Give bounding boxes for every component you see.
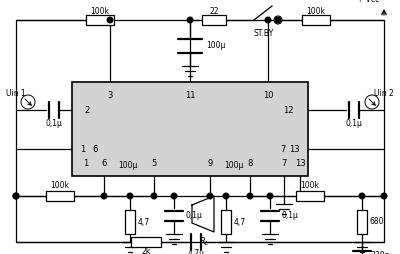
Text: 7: 7 bbox=[281, 145, 286, 154]
Text: 9: 9 bbox=[207, 160, 213, 168]
Text: ST.BY: ST.BY bbox=[254, 28, 274, 38]
Text: 10: 10 bbox=[263, 91, 273, 101]
Bar bbox=[72, 82, 308, 176]
Text: 0,1µ: 0,1µ bbox=[186, 212, 203, 220]
Text: 0,1µ: 0,1µ bbox=[282, 212, 299, 220]
Text: 7: 7 bbox=[281, 160, 287, 168]
Text: 6: 6 bbox=[92, 145, 97, 154]
Text: 4,7µ: 4,7µ bbox=[188, 249, 204, 254]
Circle shape bbox=[207, 193, 213, 199]
Circle shape bbox=[381, 193, 387, 199]
Text: 100k: 100k bbox=[300, 182, 320, 190]
Bar bbox=[202, 15, 226, 25]
Text: 1: 1 bbox=[80, 145, 85, 154]
Text: 100µ: 100µ bbox=[224, 162, 243, 170]
Text: 100k: 100k bbox=[50, 182, 70, 190]
Bar bbox=[357, 210, 367, 234]
Text: $R_L$: $R_L$ bbox=[199, 236, 209, 248]
Bar bbox=[46, 191, 74, 201]
Circle shape bbox=[13, 193, 19, 199]
Text: Uin 1: Uin 1 bbox=[6, 89, 26, 99]
Circle shape bbox=[275, 17, 281, 23]
Text: 3: 3 bbox=[107, 91, 113, 101]
Circle shape bbox=[274, 16, 282, 24]
Bar bbox=[296, 191, 324, 201]
Text: + Vcc: + Vcc bbox=[357, 0, 379, 5]
Text: 8: 8 bbox=[247, 160, 253, 168]
Circle shape bbox=[101, 193, 107, 199]
Circle shape bbox=[247, 193, 253, 199]
Text: 100k: 100k bbox=[306, 7, 326, 15]
Circle shape bbox=[127, 193, 133, 199]
Text: 12: 12 bbox=[284, 106, 294, 115]
Bar bbox=[302, 15, 330, 25]
Circle shape bbox=[187, 17, 193, 23]
Text: 13: 13 bbox=[295, 160, 305, 168]
Text: Uin 2: Uin 2 bbox=[374, 89, 394, 99]
Text: 4,7: 4,7 bbox=[138, 217, 150, 227]
Text: 100k: 100k bbox=[90, 7, 110, 15]
Text: 2: 2 bbox=[84, 106, 89, 115]
Text: 2k: 2k bbox=[141, 247, 151, 254]
Circle shape bbox=[13, 193, 19, 199]
Text: 100µ: 100µ bbox=[118, 162, 137, 170]
Text: 0,1µ: 0,1µ bbox=[346, 119, 362, 129]
Bar bbox=[221, 210, 231, 234]
Text: 1: 1 bbox=[83, 160, 89, 168]
Bar bbox=[86, 15, 114, 25]
Circle shape bbox=[359, 193, 365, 199]
Circle shape bbox=[151, 193, 157, 199]
Text: 13: 13 bbox=[289, 145, 300, 154]
Bar bbox=[131, 237, 161, 247]
Text: 330p: 330p bbox=[370, 251, 390, 254]
Text: 4,7: 4,7 bbox=[234, 217, 246, 227]
Text: 0,1µ: 0,1µ bbox=[46, 119, 62, 129]
Circle shape bbox=[265, 17, 271, 23]
Text: 100µ: 100µ bbox=[206, 41, 225, 51]
Bar bbox=[125, 210, 135, 234]
Circle shape bbox=[171, 193, 177, 199]
Text: 5: 5 bbox=[151, 160, 157, 168]
Text: 11: 11 bbox=[185, 91, 195, 101]
Circle shape bbox=[107, 17, 113, 23]
Text: 6: 6 bbox=[101, 160, 107, 168]
Circle shape bbox=[223, 193, 229, 199]
Text: 22: 22 bbox=[209, 7, 219, 15]
Circle shape bbox=[267, 193, 273, 199]
Text: 680: 680 bbox=[370, 217, 384, 227]
